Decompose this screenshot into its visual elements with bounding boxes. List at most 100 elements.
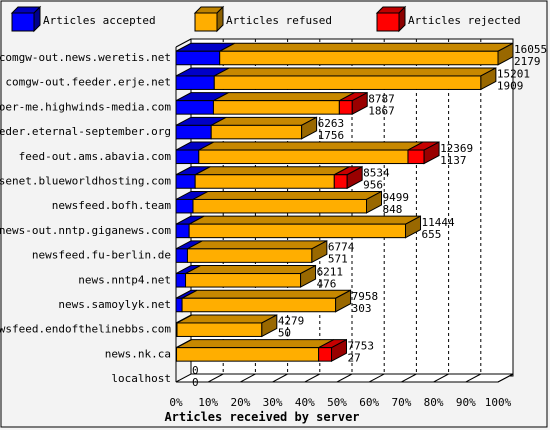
category-label: newsfeed.bofh.team (52, 199, 172, 212)
category-label: comgw-out.news.weretis.net (0, 51, 171, 64)
bar-refused-top (194, 166, 350, 176)
value-label-accepted: 0 (192, 376, 199, 389)
bar-rejected (333, 174, 348, 189)
value-label-accepted: 2179 (514, 55, 541, 68)
value-label-total: 4279 (278, 315, 305, 328)
bar-end-face (311, 240, 328, 264)
floor-tick (433, 373, 449, 383)
bar-end-face (497, 42, 514, 66)
value-label-total: 7753 (347, 339, 374, 352)
value-label-accepted: 571 (328, 253, 348, 266)
bar-end-face (330, 338, 347, 362)
bar-group (175, 67, 497, 91)
value-label-total: 11444 (422, 216, 455, 229)
floor-tick (465, 373, 482, 383)
value-label-accepted: 655 (422, 228, 442, 241)
value-label-accepted: 50 (278, 327, 291, 340)
value-label-total: 6774 (328, 241, 355, 254)
bar-end-face (366, 190, 383, 214)
bar-refused-top (210, 116, 317, 126)
legend: Articles accepted Articles refused Article… (10, 5, 521, 33)
floor-tick (304, 373, 321, 383)
value-label-total: 8534 (363, 167, 390, 180)
value-label-accepted: 476 (317, 277, 337, 290)
bar-refused (181, 297, 337, 313)
category-label: news.nk.ca (105, 347, 171, 360)
x-tick-label: 100% (485, 396, 512, 409)
floor-tick (401, 373, 417, 383)
legend-item: Articles rejected (375, 5, 521, 33)
bar-group (175, 289, 352, 313)
legend-item: Articles accepted (10, 5, 156, 33)
category-label: comgw-out.feeder.erje.net (5, 76, 171, 89)
value-label-accepted: 1867 (368, 104, 395, 117)
bar-end-face (300, 264, 317, 288)
bar-accepted (175, 149, 200, 165)
value-label-total: 12369 (440, 142, 473, 155)
category-label: feeder.eternal-september.org (0, 125, 171, 138)
bar-accepted (175, 75, 215, 90)
bar-group (175, 264, 317, 288)
bar-refused-top (214, 67, 497, 77)
category-labels: comgw-out.news.weretis.net comgw-out.feed… (0, 51, 171, 385)
bar-refused-top (185, 265, 316, 275)
category-label: newsfeed.endofthelinebbs.com (0, 323, 171, 336)
bar-end-face (335, 289, 352, 313)
bar-end-face (405, 215, 422, 239)
floor-tick (497, 373, 514, 383)
bar-group (175, 165, 363, 190)
value-label-accepted: 303 (352, 302, 372, 315)
value-label-total: 9499 (383, 191, 410, 204)
bar-rejected (318, 347, 332, 362)
x-tick-label: 70% (391, 396, 411, 409)
category-label: feed-out.ams.abavia.com (19, 150, 172, 163)
floor-tick (240, 373, 256, 383)
bar-end-face (423, 141, 440, 165)
bar-refused (213, 75, 482, 90)
bar-accepted (175, 223, 190, 239)
bar-accepted (175, 100, 214, 115)
bar-refused (194, 174, 335, 189)
floor-tick (368, 373, 385, 383)
bar-refused-top (188, 215, 421, 225)
bar-group (175, 314, 278, 338)
x-tick-label: 90% (456, 396, 476, 409)
category-label: voer-me.highwinds-media.com (0, 100, 171, 113)
bar-refused-top (187, 240, 328, 250)
legend-swatch (194, 12, 218, 32)
bar-accepted (175, 273, 187, 288)
bar-refused (219, 50, 499, 66)
legend-label: Articles accepted (43, 14, 156, 27)
value-label-total: 7958 (352, 290, 379, 303)
bar-refused-top (176, 339, 334, 349)
bar-accepted (175, 248, 188, 263)
value-label-accepted: 848 (383, 203, 403, 216)
category-label: news.samoylyk.net (58, 298, 171, 311)
bar-refused (188, 223, 407, 239)
bars (175, 42, 514, 362)
value-label-total: 6263 (318, 117, 345, 130)
bar-accepted (175, 174, 196, 189)
category-label: news-out.nntp.giganews.com (0, 224, 171, 237)
bar-accepted (175, 198, 194, 214)
x-axis: 0% 10% 20% 30% 40% 50% 60% 70% 80% 90% 100% (169, 396, 511, 409)
category-label: newsfeed.fu-berlin.de (32, 249, 171, 262)
x-tick-label: 30% (263, 396, 283, 409)
legend-label: Articles rejected (408, 14, 521, 27)
x-tick-label: 40% (295, 396, 315, 409)
floor-tick (272, 373, 288, 383)
x-tick-label: 60% (359, 396, 379, 409)
bar-end-face (301, 116, 318, 140)
bar-accepted (175, 297, 183, 313)
x-axis-label: Articles received by server (164, 410, 359, 424)
bar-end-face (351, 91, 368, 115)
bar-group (175, 91, 368, 115)
bar-refused-top (176, 314, 278, 324)
bar-rejected (338, 100, 353, 115)
bar-group (175, 42, 514, 66)
x-tick-label: 50% (327, 396, 347, 409)
bar-end-face (261, 314, 278, 338)
floor-tick (207, 373, 224, 383)
